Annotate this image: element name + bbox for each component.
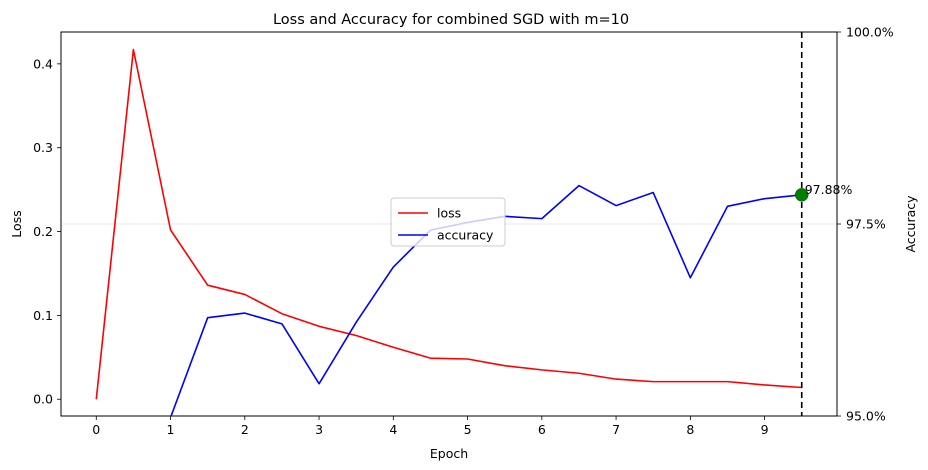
- data-point-loss-16: [689, 381, 691, 383]
- data-point-loss-17: [727, 381, 729, 383]
- y-right-tick-label-2: 100.0%: [846, 25, 894, 40]
- legend-box: [390, 197, 506, 247]
- annotation-layer: 97.88%: [794, 32, 853, 416]
- data-point-accuracy-4: [244, 312, 246, 314]
- data-point-loss-9: [430, 357, 432, 359]
- data-point-loss-10: [467, 358, 469, 360]
- data-point-loss-6: [318, 325, 320, 327]
- data-point-accuracy-14: [615, 205, 617, 207]
- data-point-accuracy-17: [727, 205, 729, 207]
- data-point-accuracy-7: [355, 321, 357, 323]
- x-axis-label: Epoch: [430, 446, 468, 461]
- x-tick-label-9: 9: [761, 422, 769, 437]
- data-point-loss-18: [764, 384, 766, 386]
- data-point-loss-8: [392, 346, 394, 348]
- x-axis: 0 1 2 3 4 5 6 7 8 9: [92, 416, 769, 437]
- data-point-loss-1: [133, 49, 135, 51]
- data-point-loss-13: [578, 372, 580, 374]
- x-tick-label-6: 6: [538, 422, 546, 437]
- y-left-axis-label: Loss: [9, 210, 24, 237]
- x-tick-label-7: 7: [612, 422, 620, 437]
- series-line-loss: [95, 48, 802, 400]
- x-tick-label-2: 2: [241, 422, 249, 437]
- data-point-accuracy-5: [281, 323, 283, 325]
- data-point-loss-14: [615, 378, 617, 380]
- data-point-accuracy-13: [578, 185, 580, 187]
- data-point-accuracy-8: [392, 266, 394, 268]
- data-point-loss-11: [504, 365, 506, 367]
- y-left-tick-label-4: 0.4: [33, 56, 53, 71]
- data-point-accuracy-18: [764, 198, 766, 200]
- data-point-accuracy-3: [207, 317, 209, 319]
- data-point-loss-15: [652, 381, 654, 383]
- y-left-tick-label-3: 0.3: [33, 140, 53, 155]
- y-left-tick-label-0: 0.0: [33, 392, 53, 407]
- data-point-loss-12: [541, 369, 543, 371]
- data-point-loss-4: [244, 294, 246, 296]
- data-point-accuracy-6: [318, 383, 320, 385]
- x-tick-label-0: 0: [92, 422, 100, 437]
- data-point-loss-0: [95, 398, 97, 400]
- y-right-axis: 95.0% 97.5% 100.0%: [837, 25, 894, 424]
- data-point-accuracy-16: [689, 277, 691, 279]
- data-point-loss-7: [355, 335, 357, 337]
- y-left-axis: 0.0 0.1 0.2 0.3 0.4: [33, 56, 61, 407]
- x-tick-label-1: 1: [167, 422, 175, 437]
- x-tick-label-8: 8: [686, 422, 694, 437]
- y-right-tick-label-0: 95.0%: [846, 409, 886, 424]
- data-point-loss-2: [170, 229, 172, 231]
- chart-title: Loss and Accuracy for combined SGD with …: [273, 12, 629, 28]
- data-point-loss-5: [281, 313, 283, 315]
- x-tick-label-4: 4: [389, 422, 397, 437]
- data-point-accuracy-15: [652, 192, 654, 194]
- y-right-axis-label: Accuracy: [903, 195, 918, 253]
- y-right-tick-label-1: 97.5%: [846, 217, 886, 232]
- legend: loss accuracy: [390, 197, 506, 247]
- legend-label-accuracy: accuracy: [437, 228, 494, 243]
- data-point-loss-3: [207, 284, 209, 286]
- x-tick-label-3: 3: [315, 422, 323, 437]
- y-left-tick-label-1: 0.1: [33, 308, 53, 323]
- final-accuracy-label: 97.88%: [805, 182, 853, 197]
- y-left-tick-label-2: 0.2: [33, 224, 53, 239]
- x-tick-label-5: 5: [464, 422, 472, 437]
- legend-label-loss: loss: [437, 206, 461, 221]
- data-point-accuracy-12: [541, 218, 543, 220]
- final-accuracy-marker: [794, 188, 809, 202]
